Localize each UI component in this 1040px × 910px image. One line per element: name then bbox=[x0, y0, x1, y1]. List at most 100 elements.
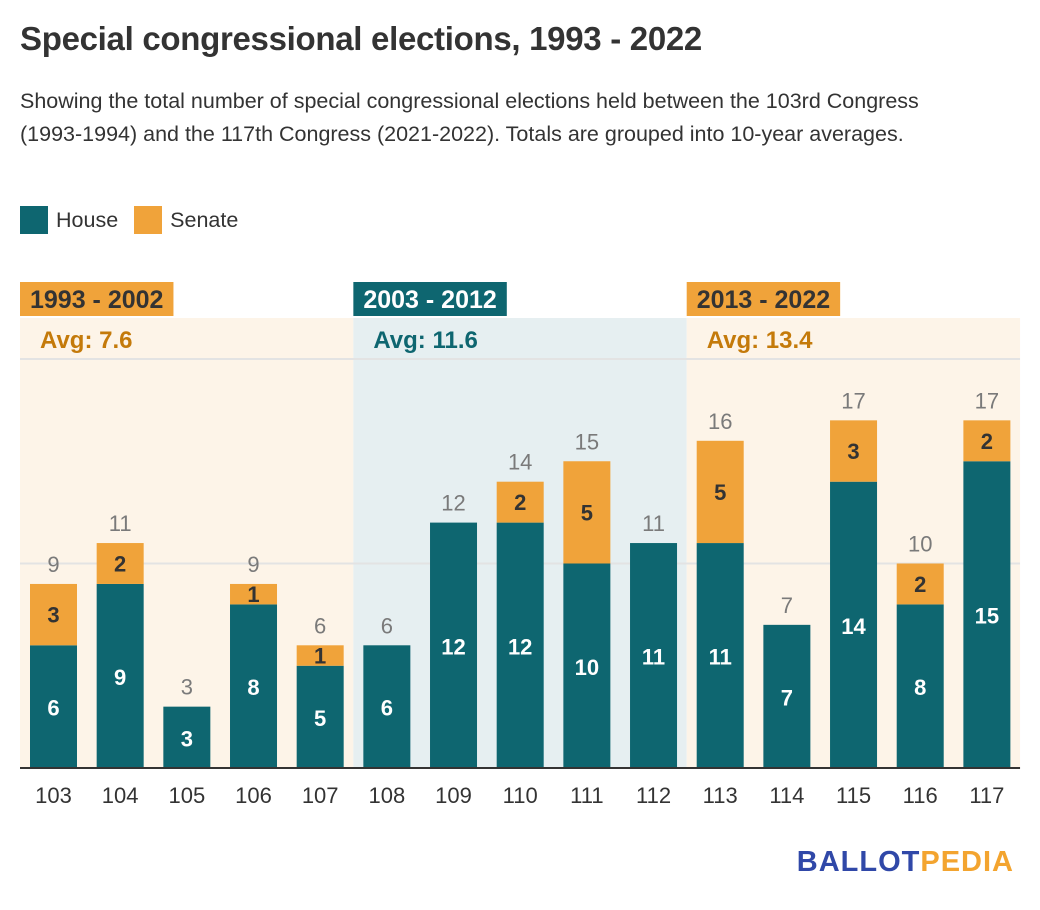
bar-label-house: 15 bbox=[975, 604, 999, 629]
chart-subtitle: Showing the total number of special cong… bbox=[20, 89, 919, 146]
bar-total-label: 3 bbox=[181, 675, 193, 700]
bar-total-label: 14 bbox=[508, 450, 532, 475]
x-tick-label: 114 bbox=[769, 783, 804, 808]
bar-total-label: 7 bbox=[781, 593, 793, 618]
legend-label-senate: Senate bbox=[170, 207, 239, 232]
x-tick-label: 113 bbox=[703, 783, 738, 808]
bar-label-house: 10 bbox=[575, 655, 599, 680]
bar-total-label: 11 bbox=[109, 511, 132, 536]
bar-senate-117 bbox=[963, 420, 1011, 462]
bar-senate-116 bbox=[896, 563, 944, 605]
period-header-bg bbox=[686, 282, 841, 316]
bar-total-label: 9 bbox=[47, 552, 59, 577]
bar-label-senate: 2 bbox=[114, 552, 126, 577]
bar-senate-110 bbox=[496, 481, 544, 523]
bar-label-house: 3 bbox=[181, 726, 193, 751]
bar-house-107 bbox=[296, 665, 344, 768]
bar-house-112 bbox=[630, 543, 678, 768]
bar-label-house: 12 bbox=[441, 634, 465, 659]
bar-total-label: 11 bbox=[642, 511, 665, 536]
bar-senate-113 bbox=[696, 440, 744, 544]
x-tick-label: 106 bbox=[235, 783, 272, 808]
bar-label-house: 14 bbox=[841, 614, 866, 639]
bar-house-104 bbox=[96, 583, 144, 768]
bar-house-111 bbox=[563, 563, 611, 768]
bar-total-label: 10 bbox=[908, 532, 932, 557]
x-tick-label: 115 bbox=[836, 783, 871, 808]
logo-pedia: PEDIA bbox=[920, 846, 1014, 878]
bar-house-113 bbox=[696, 543, 744, 768]
bar-total-label: 12 bbox=[441, 491, 465, 516]
x-tick-label: 105 bbox=[168, 783, 205, 808]
bar-total-label: 15 bbox=[575, 429, 599, 454]
period-header-bg bbox=[353, 282, 507, 316]
x-tick-label: 112 bbox=[636, 783, 671, 808]
bar-label-house: 9 bbox=[114, 665, 126, 690]
bar-total-label: 9 bbox=[247, 552, 259, 577]
bar-senate-103 bbox=[30, 583, 77, 646]
bar-label-house: 8 bbox=[914, 675, 926, 700]
bar-label-house: 11 bbox=[709, 645, 732, 670]
bar-label-senate: 5 bbox=[581, 500, 593, 525]
chart-title: Special congressional elections, 1993 - … bbox=[20, 20, 702, 57]
bar-senate-115 bbox=[830, 420, 878, 482]
period-header-label: 2013 - 2022 bbox=[697, 286, 830, 314]
bar-label-senate: 2 bbox=[981, 429, 993, 454]
bar-label-senate: 2 bbox=[514, 490, 526, 515]
bar-label-house: 5 bbox=[314, 706, 326, 731]
bar-senate-111 bbox=[563, 461, 611, 564]
bar-house-105 bbox=[163, 706, 211, 768]
x-tick-label: 117 bbox=[969, 783, 1004, 808]
period-header-bg bbox=[20, 282, 174, 316]
x-tick-label: 107 bbox=[302, 783, 339, 808]
bar-label-senate: 5 bbox=[714, 480, 726, 505]
bar-senate-106 bbox=[230, 583, 278, 605]
bar-label-house: 7 bbox=[781, 685, 793, 710]
bar-label-senate: 3 bbox=[47, 603, 59, 628]
bar-label-house: 12 bbox=[508, 634, 532, 659]
bar-house-117 bbox=[963, 461, 1011, 768]
period-average-label: Avg: 13.4 bbox=[707, 327, 813, 354]
bar-house-115 bbox=[830, 481, 878, 768]
legend-swatch-senate bbox=[134, 206, 163, 234]
bar-label-house: 6 bbox=[381, 696, 393, 721]
x-tick-label: 116 bbox=[903, 783, 938, 808]
bar-total-label: 17 bbox=[841, 388, 865, 413]
x-tick-label: 104 bbox=[102, 783, 139, 808]
bar-house-110 bbox=[496, 522, 544, 768]
legend-item-house: House bbox=[20, 206, 118, 234]
bar-senate-107 bbox=[296, 645, 344, 666]
ballotpedia-logo: BALLOTPEDIA bbox=[797, 846, 1014, 879]
bar-label-senate: 1 bbox=[314, 644, 326, 669]
bar-house-109 bbox=[430, 522, 478, 768]
legend-label-house: House bbox=[56, 207, 119, 232]
bar-total-label: 6 bbox=[381, 613, 393, 638]
logo-ballot: BALLOT bbox=[796, 846, 921, 878]
bar-label-house: 11 bbox=[642, 645, 665, 670]
period-header-label: 2003 - 2012 bbox=[363, 286, 496, 314]
bar-house-108 bbox=[363, 645, 411, 768]
bar-label-house: 6 bbox=[47, 696, 59, 721]
bar-total-label: 17 bbox=[975, 388, 999, 413]
bar-label-senate: 3 bbox=[847, 439, 859, 464]
legend: House Senate bbox=[20, 206, 254, 234]
bar-house-103 bbox=[30, 645, 77, 768]
x-tick-label: 103 bbox=[35, 783, 72, 808]
period-average-label: Avg: 11.6 bbox=[373, 327, 478, 354]
bar-house-114 bbox=[763, 624, 811, 768]
legend-swatch-house bbox=[20, 206, 48, 234]
x-tick-label: 109 bbox=[435, 783, 472, 808]
legend-item-senate: Senate bbox=[134, 206, 238, 234]
bar-house-116 bbox=[896, 604, 944, 768]
bar-label-house: 8 bbox=[247, 675, 259, 700]
x-tick-label: 111 bbox=[570, 783, 603, 808]
bar-total-label: 6 bbox=[314, 613, 326, 638]
x-tick-label: 108 bbox=[368, 783, 405, 808]
period-average-label: Avg: 7.6 bbox=[40, 327, 132, 354]
bar-senate-104 bbox=[96, 543, 144, 584]
bar-label-senate: 2 bbox=[914, 572, 926, 597]
period-header-label: 1993 - 2002 bbox=[30, 286, 163, 314]
x-tick-label: 110 bbox=[503, 783, 538, 808]
bar-total-label: 16 bbox=[708, 409, 732, 434]
